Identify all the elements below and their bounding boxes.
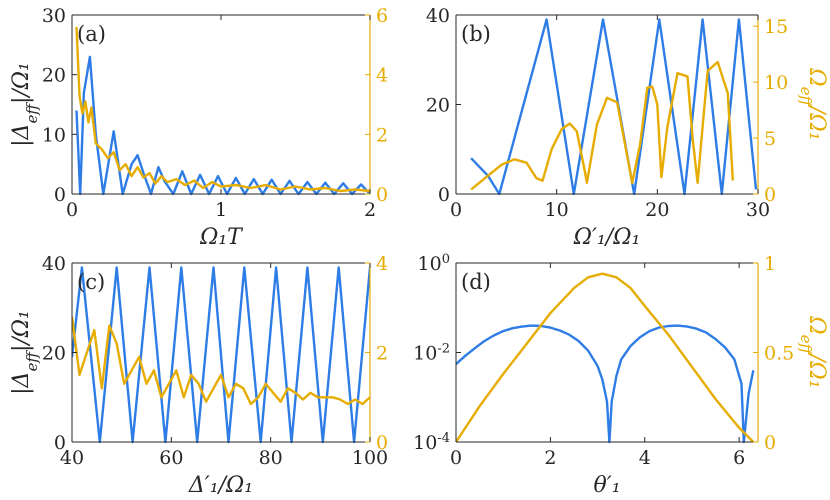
y-tick-label-right: 4 [376, 65, 388, 87]
y-tick-label-left: 20 [42, 343, 66, 365]
y-tick-label-left: 30 [42, 5, 66, 27]
y-tick-label-right: 1 [764, 253, 776, 275]
y-tick-label-left: 20 [426, 95, 450, 117]
x-tick-label: 6 [733, 447, 745, 469]
y-tick-label-left: 0 [54, 184, 66, 206]
x-tick-label: 2 [544, 447, 556, 469]
omega-eff-line-d [456, 272, 755, 443]
delta-eff-line-d [456, 324, 755, 444]
y-tick-label-left: 100 [418, 252, 450, 276]
panel-label: (d) [461, 270, 491, 294]
x-tick-label: 0 [450, 199, 462, 221]
x-tick-label: 30 [746, 199, 770, 221]
x-tick-label: 10 [545, 199, 569, 221]
y-axis-label-left: |Δeff|/Ω₁ [9, 310, 41, 395]
y-tick-label-right: 0 [764, 432, 776, 454]
y-tick-label-right: 4 [376, 253, 388, 275]
omega-eff-line-b [470, 60, 734, 191]
x-tick-label: 100 [352, 447, 388, 469]
panel-label: (c) [77, 270, 105, 294]
y-tick-label-right: 2 [376, 124, 388, 146]
x-axis-label: Δ′₁/Ω₁ [188, 473, 253, 498]
y-tick-label-right: 0.5 [764, 343, 794, 365]
y-tick-label-left: 0 [438, 184, 450, 206]
y-tick-label-left: 0 [54, 432, 66, 454]
x-axis-label: Ω′₁/Ω₁ [573, 225, 641, 250]
y-axis-label-left: |Δeff|/Ω₁ [9, 62, 41, 147]
x-tick-label: 4 [639, 447, 651, 469]
y-tick-label-right: 6 [376, 5, 388, 27]
panel-label: (a) [77, 22, 106, 46]
x-axis-label: θ′₁ [593, 473, 620, 498]
y-tick-label-left: 40 [42, 253, 66, 275]
x-tick-label: 1 [215, 199, 227, 221]
y-axis-label-right: Ωeff/Ω₁ [797, 67, 829, 140]
y-tick-label-right: 2 [376, 343, 388, 365]
x-tick-label: 0 [450, 447, 462, 469]
y-tick-label-right: 10 [764, 72, 788, 94]
panel-d: 0 2 4 6 10-4 10-2 100 0 0.5 1 (d) θ′₁ Ωeff/Ω₁ [413, 252, 829, 499]
x-axis-label: Ω₁T [199, 225, 244, 250]
x-tick-label: 40 [60, 447, 84, 469]
y-axis-label-right: Ωeff/Ω₁ [797, 315, 829, 388]
y-tick-label-left: 10 [42, 124, 66, 146]
x-tick-label: 80 [259, 447, 283, 469]
x-tick-label: 2 [364, 199, 376, 221]
panel-label: (b) [461, 22, 491, 46]
omega-eff-line-c [72, 316, 370, 406]
delta-eff-line-a [75, 55, 370, 196]
delta-eff-line-b [470, 18, 758, 196]
x-tick-label: 0 [66, 199, 78, 221]
y-tick-label-left: 10-4 [413, 431, 450, 455]
y-tick-label-right: 0 [764, 184, 776, 206]
x-tick-label: 60 [159, 447, 183, 469]
omega-eff-line-a [75, 26, 370, 193]
y-tick-label-left: 40 [426, 5, 450, 27]
y-tick-label-right: 15 [764, 16, 788, 38]
x-tick-label: 20 [645, 199, 669, 221]
y-tick-label-right: 5 [764, 128, 776, 150]
y-tick-label-right: 0 [376, 184, 388, 206]
y-tick-label-left: 20 [42, 65, 66, 87]
y-tick-label-left: 10-2 [413, 341, 450, 365]
y-tick-label-right: 0 [376, 432, 388, 454]
delta-eff-line-c [72, 266, 370, 444]
